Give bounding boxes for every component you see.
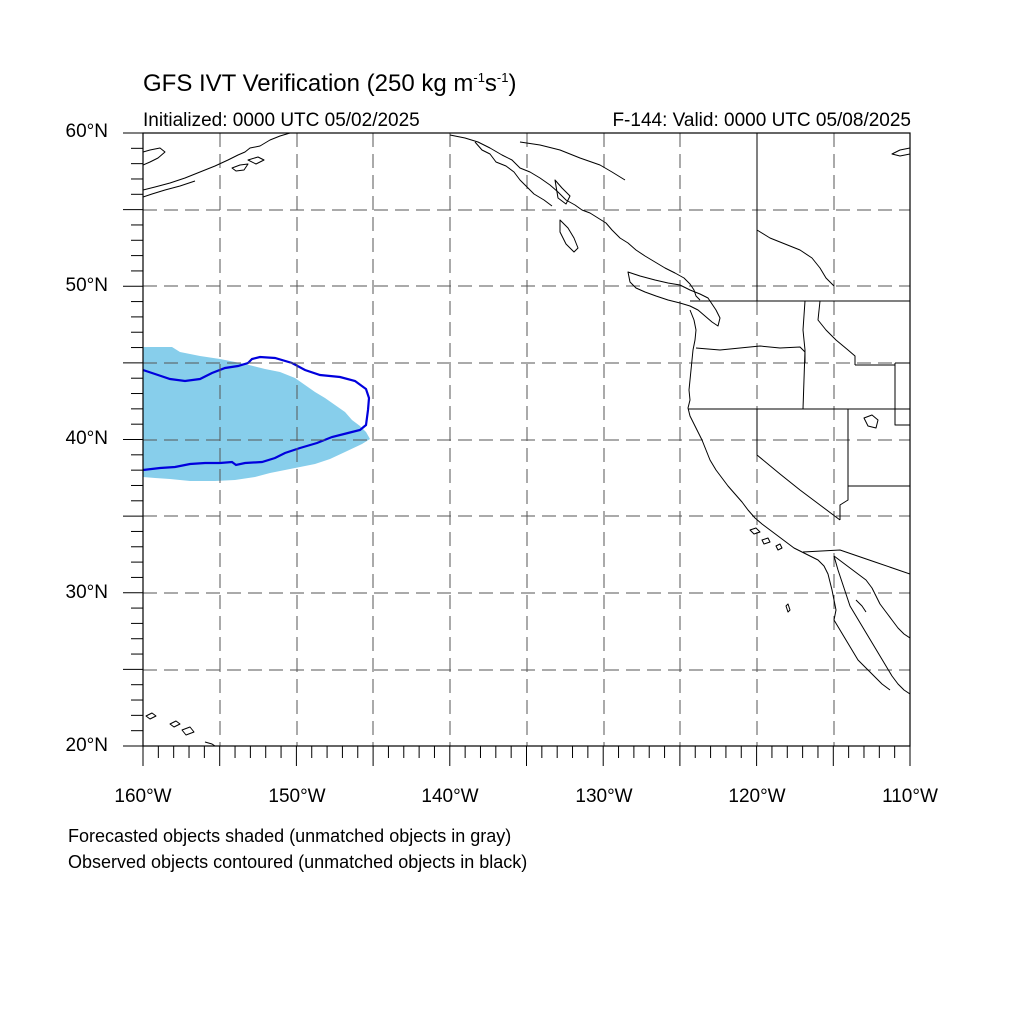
valid-time-label: F-144: Valid: 0000 UTC 05/08/2025 <box>612 110 911 131</box>
lat-label-40: 40°N <box>65 428 108 449</box>
lat-label-30: 30°N <box>65 582 108 603</box>
lon-label-120w: 120°W <box>728 786 786 807</box>
forecast-note: Forecasted objects shaded (unmatched obj… <box>68 826 512 846</box>
forecast-ivt-object <box>143 347 370 481</box>
map-title: GFS IVT Verification (250 kg m-1s-1) <box>143 70 517 97</box>
observed-note: Observed objects contoured (unmatched ob… <box>68 852 528 872</box>
lat-label-20: 20°N <box>65 735 108 756</box>
lon-label-110w: 110°W <box>882 786 938 807</box>
lon-label-140w: 140°W <box>421 786 479 807</box>
lon-label-160w: 160°W <box>114 786 172 807</box>
initialized-label: Initialized: 0000 UTC 05/02/2025 <box>143 110 420 131</box>
lon-label-150w: 150°W <box>268 786 326 807</box>
graticule <box>143 133 910 746</box>
lat-label-50: 50°N <box>65 275 108 296</box>
lat-label-60: 60°N <box>65 121 108 142</box>
axis-ticks <box>123 132 911 766</box>
observed-ivt-contour <box>143 355 371 472</box>
lon-label-130w: 130°W <box>575 786 633 807</box>
coastlines <box>143 133 910 746</box>
